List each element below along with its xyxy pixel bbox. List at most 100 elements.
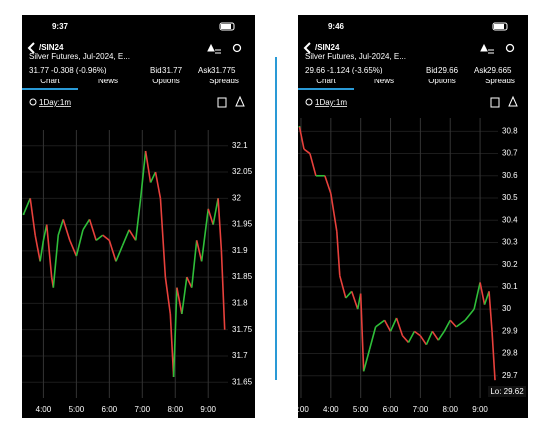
- price-segment: [200, 208, 210, 262]
- price-segment: [339, 275, 347, 299]
- price-segment: [52, 235, 60, 288]
- battery-fill: [221, 24, 231, 29]
- price-change: -0.308 (-0.96%): [51, 66, 107, 75]
- x-tick-label: 7:00: [135, 405, 151, 414]
- price-segment: [108, 240, 117, 262]
- bid-label: Bid: [150, 66, 162, 75]
- price-segment: [169, 313, 175, 378]
- price-segment: [144, 150, 152, 183]
- interval[interactable]: 1Day:1m: [315, 98, 347, 107]
- price-segment: [473, 282, 481, 310]
- price-segment: [176, 287, 183, 315]
- y-tick-label: 30.1: [502, 282, 518, 291]
- price-segment: [464, 308, 475, 321]
- price-segment: [479, 282, 486, 305]
- price-segment: [324, 175, 332, 194]
- price-segment: [303, 148, 311, 155]
- x-tick-label: 9:00: [200, 405, 216, 414]
- tabs: Chart News Options Spreads: [40, 76, 239, 85]
- tab[interactable]: Spreads: [485, 76, 515, 85]
- price-segment: [62, 219, 71, 241]
- price-segment: [45, 224, 53, 278]
- x-tick-label: 5:00: [353, 405, 369, 414]
- y-tick-label: 30.4: [502, 215, 518, 224]
- interval[interactable]: 1Day:1m: [39, 98, 71, 107]
- search-icon[interactable]: [232, 43, 242, 53]
- price-segment: [82, 218, 91, 231]
- annotation-box: [488, 386, 526, 397]
- price-segment: [128, 229, 137, 241]
- price-segment: [389, 317, 398, 332]
- price-segment: [69, 240, 78, 257]
- price-segment: [95, 234, 104, 241]
- tab[interactable]: Chart: [316, 76, 336, 85]
- price-segment: [309, 153, 317, 176]
- price-segment: [407, 330, 416, 343]
- price-segment: [22, 198, 31, 215]
- interval-icon: [305, 98, 313, 106]
- price-segment: [336, 231, 341, 276]
- tab[interactable]: News: [98, 76, 118, 85]
- price-segment: [172, 287, 178, 378]
- ask-label: Ask: [198, 66, 212, 75]
- share-icon[interactable]: [490, 97, 500, 108]
- interval-icon: [29, 98, 37, 106]
- x-tick-label: 4:00: [36, 405, 52, 414]
- price-segment: [443, 319, 451, 332]
- price-segment: [57, 219, 64, 236]
- y-tick-label: 29.9: [502, 326, 518, 335]
- price-segment: [220, 250, 226, 330]
- y-tick-label: 31.8: [232, 299, 248, 308]
- y-tick-label: 30.8: [502, 126, 518, 135]
- price-segment: [34, 234, 41, 262]
- battery-fill: [494, 24, 504, 29]
- x-tick-label: 7:00: [413, 405, 429, 414]
- battery-icon: [219, 22, 235, 31]
- price-segment: [134, 198, 142, 241]
- y-tick-label: 31.65: [232, 377, 253, 386]
- y-tick-label: 30.7: [502, 149, 518, 158]
- price-segment: [368, 326, 377, 350]
- tabs: Chart News Options Spreads: [316, 76, 515, 85]
- price-segment: [359, 293, 365, 372]
- tab[interactable]: Chart: [40, 76, 60, 85]
- watchlist-icon[interactable]: [480, 43, 494, 54]
- price-segment: [431, 330, 439, 341]
- x-tick-label: 8:00: [167, 405, 183, 414]
- tab[interactable]: Options: [428, 76, 456, 85]
- tab[interactable]: Options: [152, 76, 180, 85]
- price-segment: [29, 198, 36, 236]
- price-segment: [449, 319, 457, 328]
- x-tick-label: 9:00: [472, 405, 488, 414]
- back-button[interactable]: [27, 42, 35, 54]
- tabs-mask: [298, 74, 528, 79]
- share-icon[interactable]: [217, 97, 227, 108]
- x-tick-label: 6:00: [383, 405, 399, 414]
- ticker: /SIN24: [39, 43, 64, 52]
- price-segment: [375, 319, 386, 328]
- price-segment: [164, 277, 172, 315]
- price-segment: [102, 234, 110, 241]
- annotation: Lo: 29.62: [490, 387, 524, 396]
- alert-icon[interactable]: [508, 95, 518, 107]
- y-tick-label: 31.9: [232, 246, 248, 255]
- price-segment: [491, 331, 496, 381]
- back-button[interactable]: [303, 42, 311, 54]
- alert-icon[interactable]: [235, 95, 245, 107]
- watchlist-icon[interactable]: [207, 43, 221, 54]
- tab[interactable]: News: [374, 76, 394, 85]
- search-icon[interactable]: [505, 43, 515, 53]
- y-tick-label: 32.1: [232, 141, 248, 150]
- last-price: 29.66: [305, 66, 326, 75]
- price-segment: [159, 198, 167, 278]
- y-tick-label: 31.85: [232, 272, 253, 281]
- price-segment: [437, 330, 445, 341]
- status-time: 9:37: [52, 22, 69, 31]
- price-segment: [195, 240, 203, 262]
- tab[interactable]: Spreads: [209, 76, 239, 85]
- bid-price: 29.66: [438, 66, 459, 75]
- y-tick-label: 30.5: [502, 193, 518, 202]
- price-segment: [88, 219, 97, 241]
